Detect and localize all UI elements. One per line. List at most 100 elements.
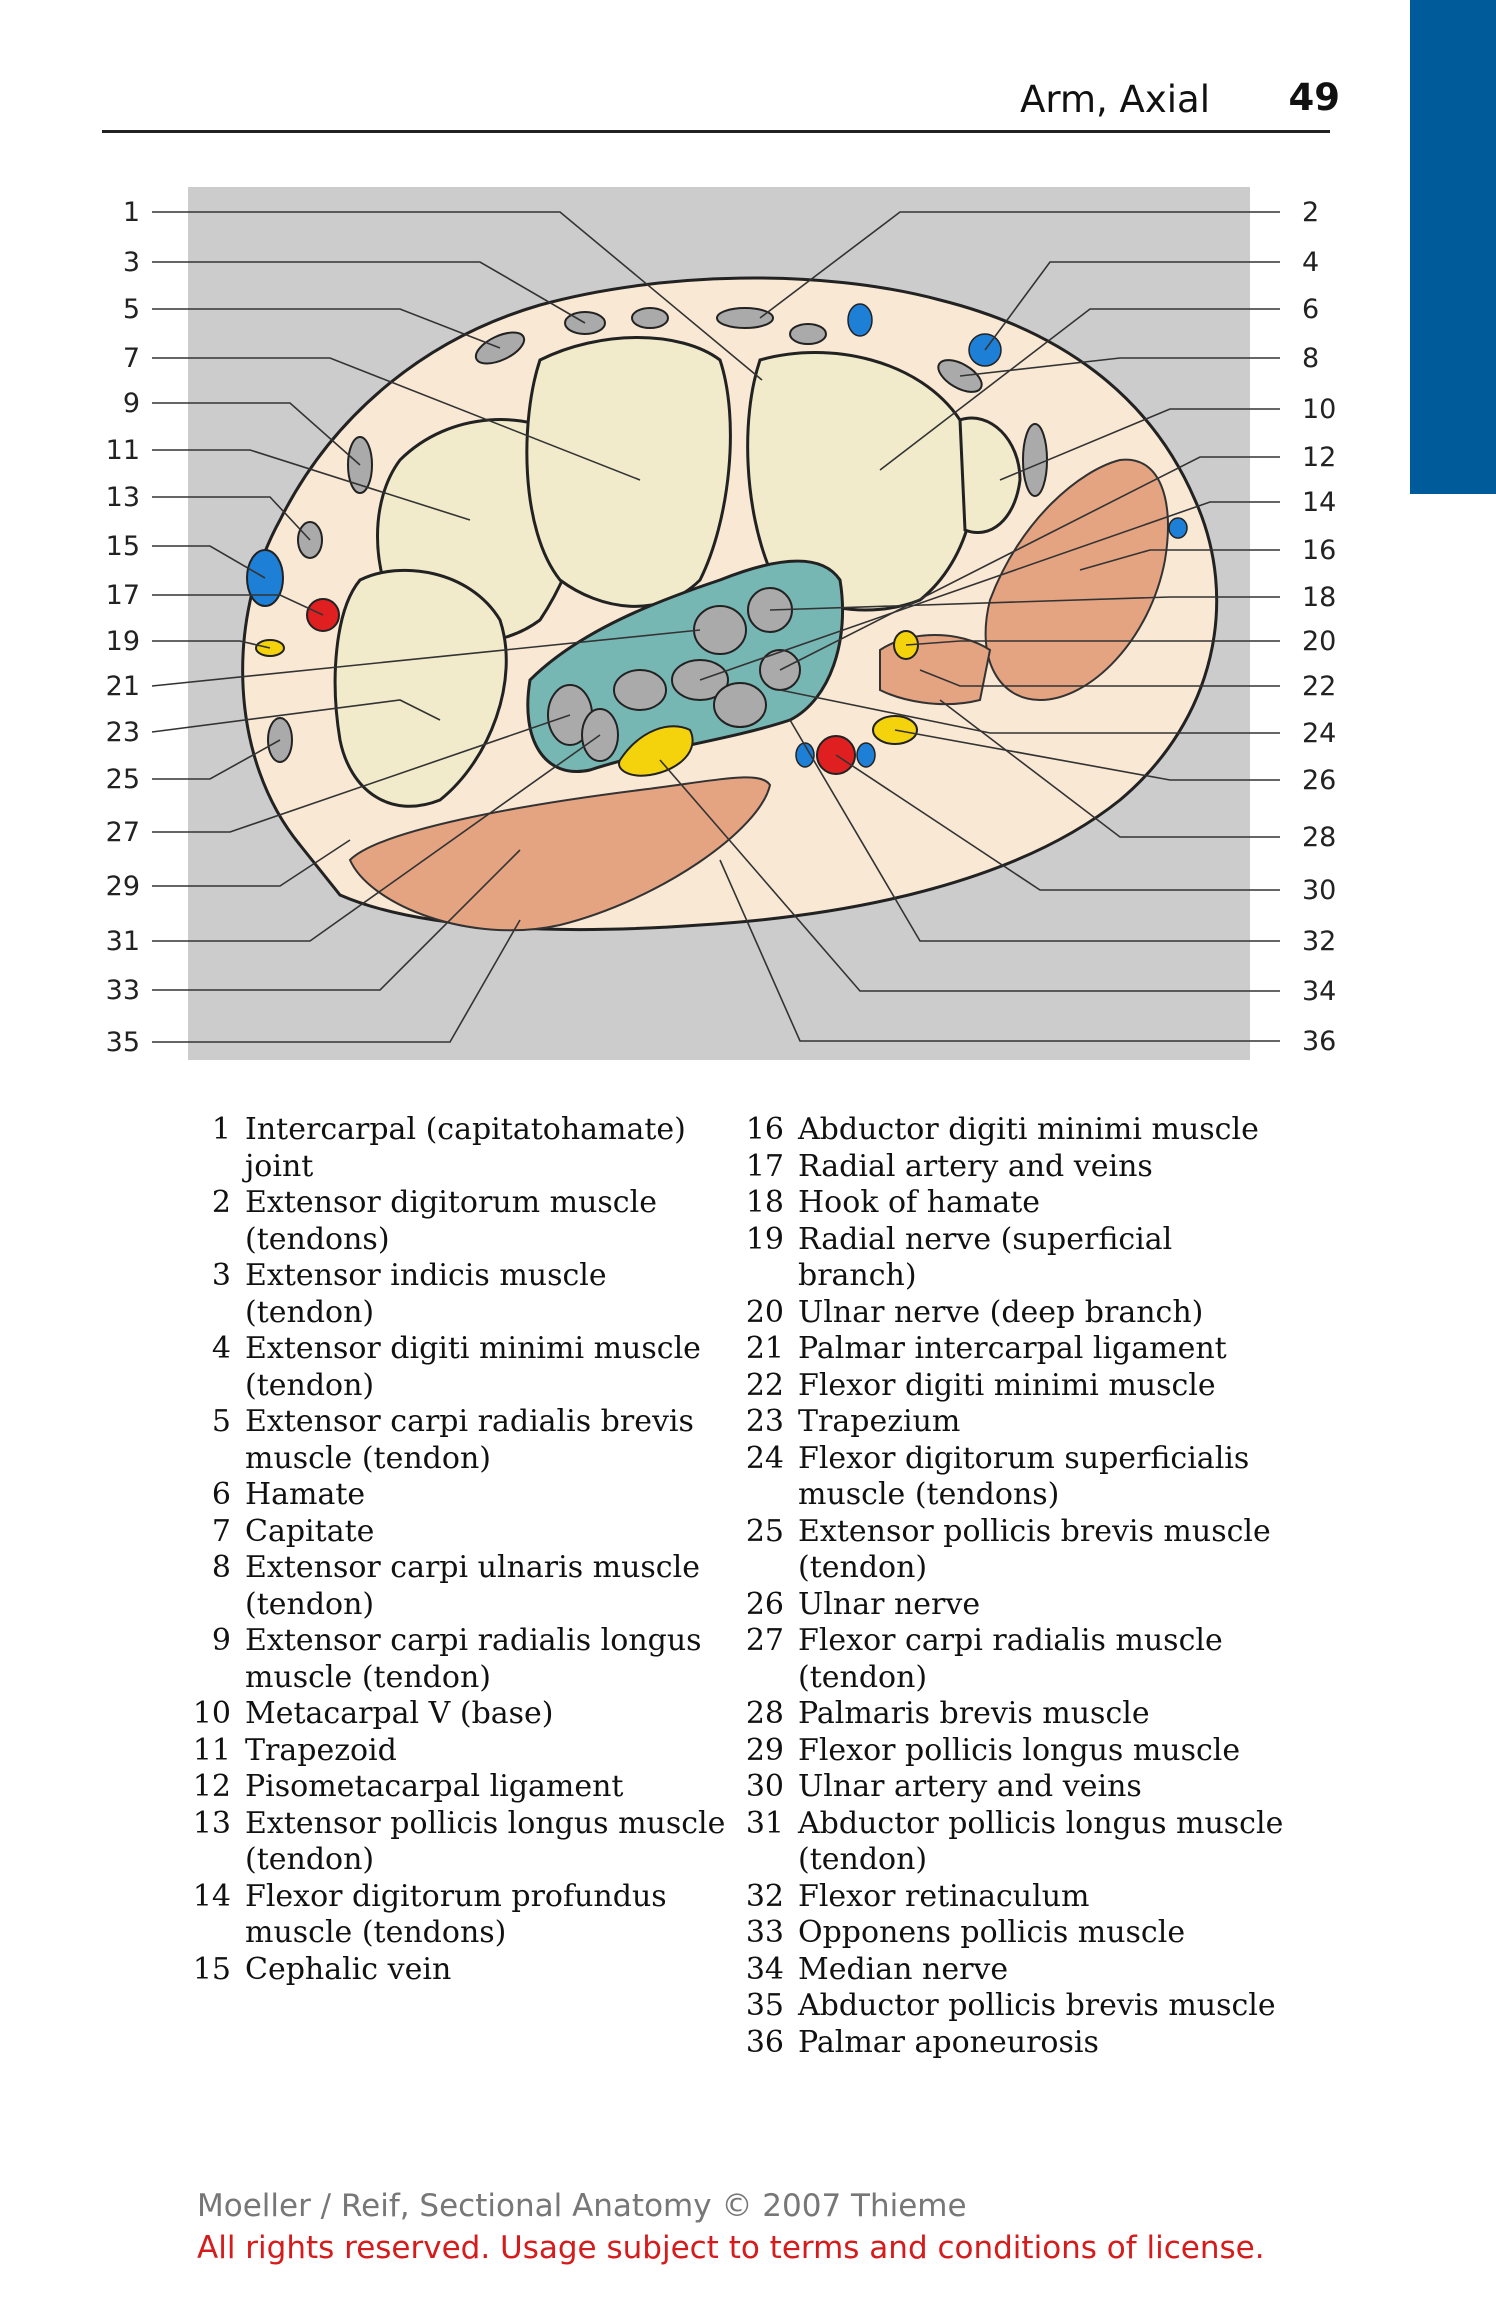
legend-item: 31 Abductor pollicis longus muscle (tendo… <box>738 1806 1298 1879</box>
callout-33: 33 <box>105 975 140 1006</box>
legend-number: 34 <box>745 1951 784 1987</box>
callout-31: 31 <box>105 926 140 957</box>
legend-number: 26 <box>745 1586 784 1622</box>
legend-number: 12 <box>192 1769 231 1804</box>
legend-number: 13 <box>192 1805 231 1841</box>
callout-21: 21 <box>105 671 140 702</box>
legend-label: Palmaris brevis muscle <box>798 1696 1150 1731</box>
median-nerve <box>618 725 694 777</box>
legend-label: Capitate <box>245 1513 375 1549</box>
legend-number: 11 <box>192 1732 231 1768</box>
callout-14: 14 <box>1302 487 1337 518</box>
legend-item: 30 Ulnar artery and veins <box>738 1769 1298 1806</box>
legend-number: 30 <box>745 1769 784 1804</box>
legend-item: 21 Palmar intercarpal ligament <box>738 1331 1298 1368</box>
legend-column-1: 1 Intercarpal (capitatohamate) joint 2 Exte… <box>185 1112 745 1988</box>
legend-number: 31 <box>745 1805 784 1841</box>
ulnar-vein <box>795 742 815 768</box>
page-number: 49 <box>1288 76 1341 119</box>
legend-item: 32 Flexor retinaculum <box>738 1879 1298 1916</box>
legend-label: Flexor carpi radialis muscle (tendon) <box>798 1623 1223 1695</box>
right-callout-lines <box>659 211 1280 1042</box>
legend-number: 5 <box>211 1404 231 1439</box>
legend-label: Trapezoid <box>245 1732 397 1768</box>
callout-15: 15 <box>105 531 140 562</box>
callout-26: 26 <box>1302 765 1337 796</box>
hypothenar-muscle <box>984 458 1169 702</box>
callout-25: 25 <box>105 764 140 795</box>
legend-item: 11 Trapezoid <box>185 1733 745 1770</box>
legend-label: Ulnar nerve <box>798 1586 981 1622</box>
callout-6: 6 <box>1302 294 1320 325</box>
callout-27: 27 <box>105 817 140 848</box>
legend-number: 4 <box>211 1331 231 1366</box>
callout-11: 11 <box>105 435 140 466</box>
legend-label: Radial nerve (superficial branch) <box>798 1221 1173 1294</box>
legend-item: 12 Pisometacarpal ligament <box>185 1769 745 1806</box>
callout-9: 9 <box>122 388 140 419</box>
section-title: Arm, Axial <box>1020 78 1210 121</box>
legend-label: Abductor pollicis brevis muscle <box>798 1988 1276 2023</box>
legend-item: 33 Opponens pollicis muscle <box>738 1915 1298 1952</box>
legend-item: 24 Flexor digitorum superficialis muscle … <box>738 1441 1298 1514</box>
legend-label: Metacarpal V (base) <box>245 1696 554 1731</box>
callout-17: 17 <box>105 580 140 611</box>
section-tab <box>1410 0 1496 494</box>
extensor-tendons <box>267 307 1048 763</box>
legend-label: Hook of hamate <box>798 1185 1041 1220</box>
legend-label: Extensor pollicis longus muscle (tendon) <box>245 1805 726 1878</box>
legend-label: Extensor digiti minimi muscle (tendon) <box>245 1331 701 1403</box>
callout-13: 13 <box>105 482 140 513</box>
flexor-tendons <box>547 587 801 762</box>
callout-23: 23 <box>105 717 140 748</box>
legend-item: 22 Flexor digiti minimi muscle <box>738 1368 1298 1405</box>
legend-item: 15 Cephalic vein <box>185 1952 745 1989</box>
callout-20: 20 <box>1302 626 1337 657</box>
callout-28: 28 <box>1302 822 1337 853</box>
legend-item: 17 Radial artery and veins <box>738 1149 1298 1186</box>
legend-item: 1 Intercarpal (capitatohamate) joint <box>185 1112 745 1185</box>
header-rule <box>102 130 1330 133</box>
legend-item: 28 Palmaris brevis muscle <box>738 1696 1298 1733</box>
legend-number: 23 <box>745 1404 784 1439</box>
legend-label: Trapezium <box>798 1404 961 1439</box>
legend-label: Extensor pollicis brevis muscle (tendon) <box>798 1513 1271 1586</box>
legend-item: 35 Abductor pollicis brevis muscle <box>738 1988 1298 2025</box>
legend-number: 6 <box>211 1477 231 1512</box>
legend-number: 24 <box>745 1440 784 1476</box>
legend-number: 9 <box>211 1623 231 1658</box>
legend-label: Extensor carpi ulnaris muscle (tendon) <box>245 1550 700 1622</box>
legend-label: Pisometacarpal ligament <box>245 1769 624 1804</box>
ulnar-vein-2 <box>856 742 876 768</box>
legend-number: 27 <box>745 1623 784 1658</box>
legend-number: 7 <box>211 1513 231 1549</box>
metacarpal-v <box>958 416 1022 534</box>
callout-36: 36 <box>1302 1026 1337 1057</box>
legend-item: 3 Extensor indicis muscle (tendon) <box>185 1258 745 1331</box>
legend-item: 9 Extensor carpi radialis longus muscle (… <box>185 1623 745 1696</box>
trapezium-bone <box>333 568 508 808</box>
callout-5: 5 <box>122 294 140 325</box>
callout-7: 7 <box>122 343 140 374</box>
legend-label: Extensor digitorum muscle (tendons) <box>245 1185 657 1257</box>
legend-number: 35 <box>745 1988 784 2023</box>
footer-rights: All rights reserved. Usage subject to te… <box>197 2230 1265 2266</box>
legend-label: Hamate <box>245 1477 366 1512</box>
legend-label: Intercarpal (capitatohamate) joint <box>245 1112 686 1184</box>
callout-22: 22 <box>1302 671 1337 702</box>
callout-34: 34 <box>1302 976 1337 1007</box>
legend-item: 8 Extensor carpi ulnaris muscle (tendon) <box>185 1550 745 1623</box>
legend-number: 29 <box>745 1732 784 1768</box>
legend-number: 19 <box>745 1221 784 1257</box>
legend-label: Palmar aponeurosis <box>798 2024 1099 2060</box>
callout-8: 8 <box>1302 343 1320 374</box>
legend-number: 32 <box>745 1878 784 1914</box>
legend-number: 1 <box>211 1112 231 1147</box>
legend-item: 36 Palmar aponeurosis <box>738 2025 1298 2062</box>
left-callout-lines <box>151 211 763 1043</box>
callout-19: 19 <box>105 626 140 657</box>
legend-item: 20 Ulnar nerve (deep branch) <box>738 1295 1298 1332</box>
legend-item: 23 Trapezium <box>738 1404 1298 1441</box>
legend-number: 33 <box>745 1915 784 1950</box>
callout-3: 3 <box>122 247 140 278</box>
